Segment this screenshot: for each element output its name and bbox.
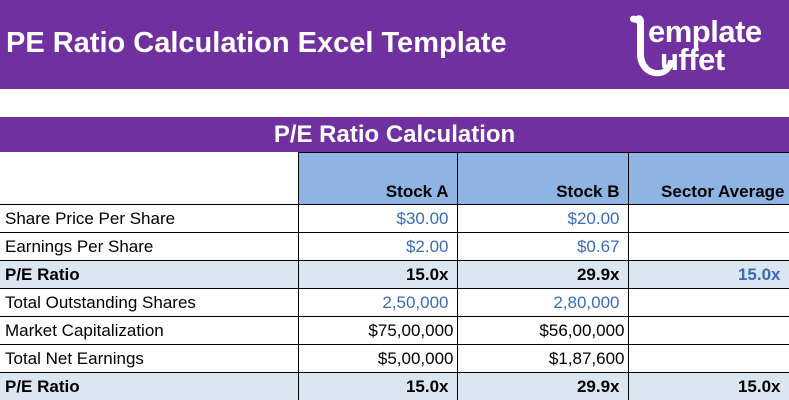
cell-stock-a[interactable]: 2,50,000 xyxy=(297,288,458,317)
cell-stock-b[interactable]: 29.9x xyxy=(456,260,629,289)
cell-sector-average[interactable] xyxy=(627,204,789,233)
header-cell-stock-b[interactable]: Stock B xyxy=(456,152,629,205)
column-header-row: Stock A Stock B Sector Average xyxy=(0,152,789,205)
row-label[interactable]: Earnings Per Share xyxy=(0,232,299,261)
row-label[interactable]: P/E Ratio xyxy=(0,260,299,289)
logo-text-line1: emplate xyxy=(648,14,762,49)
row-label[interactable]: Total Outstanding Shares xyxy=(0,288,299,317)
cell-stock-a[interactable]: $30.00 xyxy=(297,204,458,233)
table-row-market-cap: Market Capitalization $75,00,000 $56,00,… xyxy=(0,316,789,345)
section-title: P/E Ratio Calculation xyxy=(273,120,516,148)
cell-stock-a[interactable]: $5,00,000 xyxy=(297,344,458,373)
row-label[interactable]: Market Capitalization xyxy=(0,316,299,345)
cell-stock-b[interactable]: $0.67 xyxy=(456,232,629,261)
spacer-row xyxy=(0,89,789,117)
cell-sector-average[interactable] xyxy=(627,288,789,317)
cell-sector-average[interactable]: 15.0x xyxy=(627,372,789,400)
cell-sector-average[interactable] xyxy=(627,316,789,345)
pe-ratio-table: Stock A Stock B Sector Average Share Pri… xyxy=(0,152,789,400)
header-cell-empty[interactable] xyxy=(0,152,299,205)
template-buffet-logo: emplate uffet xyxy=(626,10,782,82)
row-label[interactable]: Share Price Per Share xyxy=(0,204,299,233)
cell-stock-a[interactable]: 15.0x xyxy=(297,260,458,289)
cell-stock-b[interactable]: 29.9x xyxy=(456,372,629,400)
section-header: P/E Ratio Calculation xyxy=(0,117,789,152)
table-row-pe-ratio-2: P/E Ratio 15.0x 29.9x 15.0x xyxy=(0,372,789,400)
table-row-net-earnings: Total Net Earnings $5,00,000 $1,87,600 xyxy=(0,344,789,373)
table-row-pe-ratio: P/E Ratio 15.0x 29.9x 15.0x xyxy=(0,260,789,289)
ladle-icon xyxy=(629,15,674,77)
header-cell-sector-average[interactable]: Sector Average xyxy=(627,152,789,205)
cell-stock-a[interactable]: 15.0x xyxy=(297,372,458,400)
logo-text-line2: uffet xyxy=(660,42,725,77)
row-label[interactable]: Total Net Earnings xyxy=(0,344,299,373)
row-label[interactable]: P/E Ratio xyxy=(0,372,299,400)
cell-sector-average[interactable] xyxy=(627,232,789,261)
table-row-outstanding-shares: Total Outstanding Shares 2,50,000 2,80,0… xyxy=(0,288,789,317)
cell-stock-b[interactable]: $20.00 xyxy=(456,204,629,233)
table-row-share-price: Share Price Per Share $30.00 $20.00 xyxy=(0,204,789,233)
cell-stock-a[interactable]: $2.00 xyxy=(297,232,458,261)
header-cell-stock-a[interactable]: Stock A xyxy=(297,152,458,205)
cell-stock-b[interactable]: 2,80,000 xyxy=(456,288,629,317)
title-banner: PE Ratio Calculation Excel Template empl… xyxy=(0,0,789,89)
table-row-eps: Earnings Per Share $2.00 $0.67 xyxy=(0,232,789,261)
cell-stock-a[interactable]: $75,00,000 xyxy=(297,316,458,345)
cell-sector-average[interactable]: 15.0x xyxy=(627,260,789,289)
cell-stock-b[interactable]: $1,87,600 xyxy=(456,344,629,373)
cell-sector-average[interactable] xyxy=(627,344,789,373)
page-title: PE Ratio Calculation Excel Template xyxy=(6,27,507,59)
cell-stock-b[interactable]: $56,00,000 xyxy=(456,316,629,345)
